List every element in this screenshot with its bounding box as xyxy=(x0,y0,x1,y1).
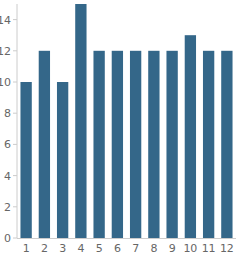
y-tick xyxy=(13,113,17,114)
y-tick xyxy=(13,82,17,83)
y-tick-label: 6 xyxy=(4,138,11,151)
y-tick xyxy=(13,206,17,207)
bars xyxy=(20,4,232,238)
x-tick-label: 5 xyxy=(96,242,103,255)
bar xyxy=(148,51,159,238)
y-tick-label: 8 xyxy=(4,107,11,120)
y-tick-label: 2 xyxy=(4,201,11,214)
x-tick-label: 8 xyxy=(150,242,157,255)
y-tick xyxy=(13,144,17,145)
x-tick-label: 3 xyxy=(59,242,66,255)
x-tick-label: 12 xyxy=(220,242,234,255)
x-tick-label: 10 xyxy=(183,242,197,255)
x-tick-label: 11 xyxy=(202,242,216,255)
y-axis xyxy=(17,4,18,238)
bar xyxy=(166,51,177,238)
x-tick-label: 9 xyxy=(169,242,176,255)
y-tick xyxy=(13,238,17,239)
y-tick-label: 10 xyxy=(0,76,11,89)
bar xyxy=(57,82,68,238)
y-tick-label: 14 xyxy=(0,14,11,27)
y-tick xyxy=(13,175,17,176)
y-tick-label: 0 xyxy=(4,232,11,245)
bar xyxy=(130,51,141,238)
x-axis xyxy=(17,238,236,239)
x-tick-label: 4 xyxy=(77,242,84,255)
y-tick xyxy=(13,19,17,20)
y-tick-label: 12 xyxy=(0,45,11,58)
bar xyxy=(93,51,104,238)
x-tick-label: 2 xyxy=(41,242,48,255)
bar xyxy=(185,35,196,238)
x-tick-label: 6 xyxy=(114,242,121,255)
bar xyxy=(75,4,86,238)
bar xyxy=(221,51,232,238)
y-tick-label: 4 xyxy=(4,170,11,183)
bar xyxy=(20,82,31,238)
y-tick xyxy=(13,50,17,51)
bar xyxy=(203,51,214,238)
bar xyxy=(112,51,123,238)
chart: 02468101214123456789101112 xyxy=(0,0,240,258)
x-tick-label: 7 xyxy=(132,242,139,255)
x-tick-label: 1 xyxy=(23,242,30,255)
bar xyxy=(39,51,50,238)
